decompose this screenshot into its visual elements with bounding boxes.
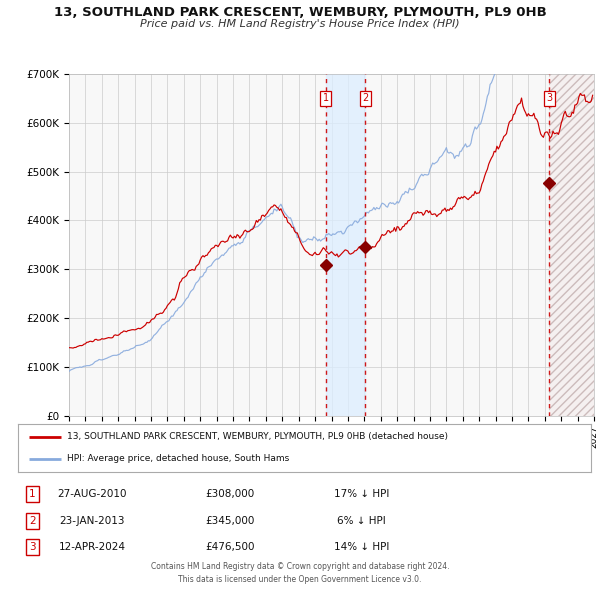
Text: 6% ↓ HPI: 6% ↓ HPI	[337, 516, 386, 526]
Text: 27-AUG-2010: 27-AUG-2010	[58, 489, 127, 499]
Text: £345,000: £345,000	[205, 516, 254, 526]
Text: 2: 2	[29, 516, 35, 526]
Text: 3: 3	[29, 542, 35, 552]
Text: Contains HM Land Registry data © Crown copyright and database right 2024.: Contains HM Land Registry data © Crown c…	[151, 562, 449, 571]
Text: 13, SOUTHLAND PARK CRESCENT, WEMBURY, PLYMOUTH, PL9 0HB (detached house): 13, SOUTHLAND PARK CRESCENT, WEMBURY, PL…	[67, 432, 448, 441]
Text: 17% ↓ HPI: 17% ↓ HPI	[334, 489, 389, 499]
Bar	[326, 74, 365, 416]
Text: £308,000: £308,000	[205, 489, 254, 499]
Text: 1: 1	[323, 93, 329, 103]
Bar	[550, 74, 600, 416]
Text: 13, SOUTHLAND PARK CRESCENT, WEMBURY, PLYMOUTH, PL9 0HB: 13, SOUTHLAND PARK CRESCENT, WEMBURY, PL…	[53, 6, 547, 19]
Text: £476,500: £476,500	[205, 542, 255, 552]
Text: 3: 3	[547, 93, 553, 103]
Text: 23-JAN-2013: 23-JAN-2013	[60, 516, 125, 526]
Text: 14% ↓ HPI: 14% ↓ HPI	[334, 542, 389, 552]
Text: This data is licensed under the Open Government Licence v3.0.: This data is licensed under the Open Gov…	[178, 575, 422, 584]
Text: HPI: Average price, detached house, South Hams: HPI: Average price, detached house, Sout…	[67, 454, 289, 463]
Text: Price paid vs. HM Land Registry's House Price Index (HPI): Price paid vs. HM Land Registry's House …	[140, 19, 460, 30]
Text: 1: 1	[29, 489, 35, 499]
Text: 12-APR-2024: 12-APR-2024	[59, 542, 126, 552]
Text: 2: 2	[362, 93, 368, 103]
